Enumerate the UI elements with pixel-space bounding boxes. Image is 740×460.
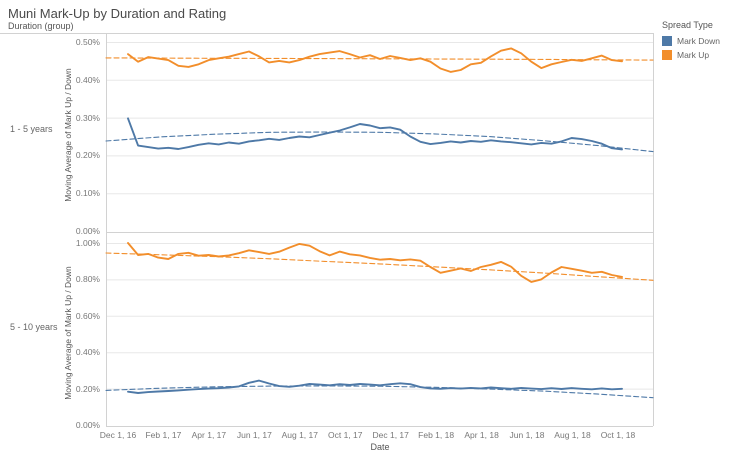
x-tick-label: Apr 1, 17 xyxy=(191,430,227,440)
mark-down-swatch-icon xyxy=(662,36,672,46)
y-tick-label: 0.60% xyxy=(75,310,100,321)
x-tick-label: Feb 1, 17 xyxy=(145,430,182,440)
y-tick-label: 0.80% xyxy=(75,274,100,285)
y-tick-label: 0.40% xyxy=(75,74,100,85)
legend-title: Spread Type xyxy=(662,20,713,30)
series-line-mark-down xyxy=(127,117,623,151)
x-axis-title: Date xyxy=(370,442,390,452)
y-tick-label: 0.20% xyxy=(75,383,100,394)
x-tick-label: Dec 1, 17 xyxy=(372,430,409,440)
trend-line-mark-up-trend xyxy=(105,252,654,281)
series-line-mark-up xyxy=(127,47,623,73)
x-tick-label: Feb 1, 18 xyxy=(418,430,455,440)
row-label-1-5-years: 1 - 5 years xyxy=(10,124,53,134)
x-tick-label: Jun 1, 18 xyxy=(509,430,545,440)
y-tick-label: 1.00% xyxy=(75,238,100,248)
series-line-mark-down xyxy=(127,379,623,394)
legend: Spread Type Mark Down Mark Up xyxy=(662,20,738,64)
x-tick-label: Apr 1, 18 xyxy=(464,430,499,440)
x-tick-label: Dec 1, 16 xyxy=(99,430,137,440)
y-tick-label: 0.00% xyxy=(75,226,100,236)
x-tick-label: Aug 1, 17 xyxy=(281,430,318,440)
x-tick-label: Oct 1, 18 xyxy=(600,430,636,440)
legend-label-mark-up: Mark Up xyxy=(677,50,710,60)
y-tick-label: 0.20% xyxy=(75,150,100,161)
y-tick-label: 0.10% xyxy=(75,188,100,199)
y-tick-label: 0.50% xyxy=(75,37,100,47)
y-axis-title-bottom: Moving Average of Mark Up / Down xyxy=(63,266,73,400)
x-tick-label: Aug 1, 18 xyxy=(554,430,591,440)
mark-up-swatch-icon xyxy=(662,50,672,60)
y-axis-title-top: Moving Average of Mark Up / Down xyxy=(63,68,73,202)
page-title: Muni Mark-Up by Duration and Rating xyxy=(8,6,227,21)
trend-line-mark-up-trend xyxy=(105,57,654,61)
legend-item-mark-down[interactable]: Mark Down xyxy=(662,36,738,46)
y-tick-label: 0.40% xyxy=(75,347,100,358)
y-tick-label: 0.00% xyxy=(75,420,100,430)
x-tick-label: Jun 1, 17 xyxy=(236,430,272,440)
legend-item-mark-up[interactable]: Mark Up xyxy=(662,50,738,60)
trend-line-mark-down-trend xyxy=(105,385,654,399)
series-line-mark-up xyxy=(127,242,623,283)
legend-label-mark-down: Mark Down xyxy=(677,36,720,46)
row-field-header: Duration (group) xyxy=(8,21,74,31)
y-tick-label: 0.30% xyxy=(75,112,100,123)
trend-line-mark-down-trend xyxy=(105,131,654,153)
row-label-5-10-years: 5 - 10 years xyxy=(10,322,58,332)
x-tick-label: Oct 1, 17 xyxy=(328,430,363,440)
